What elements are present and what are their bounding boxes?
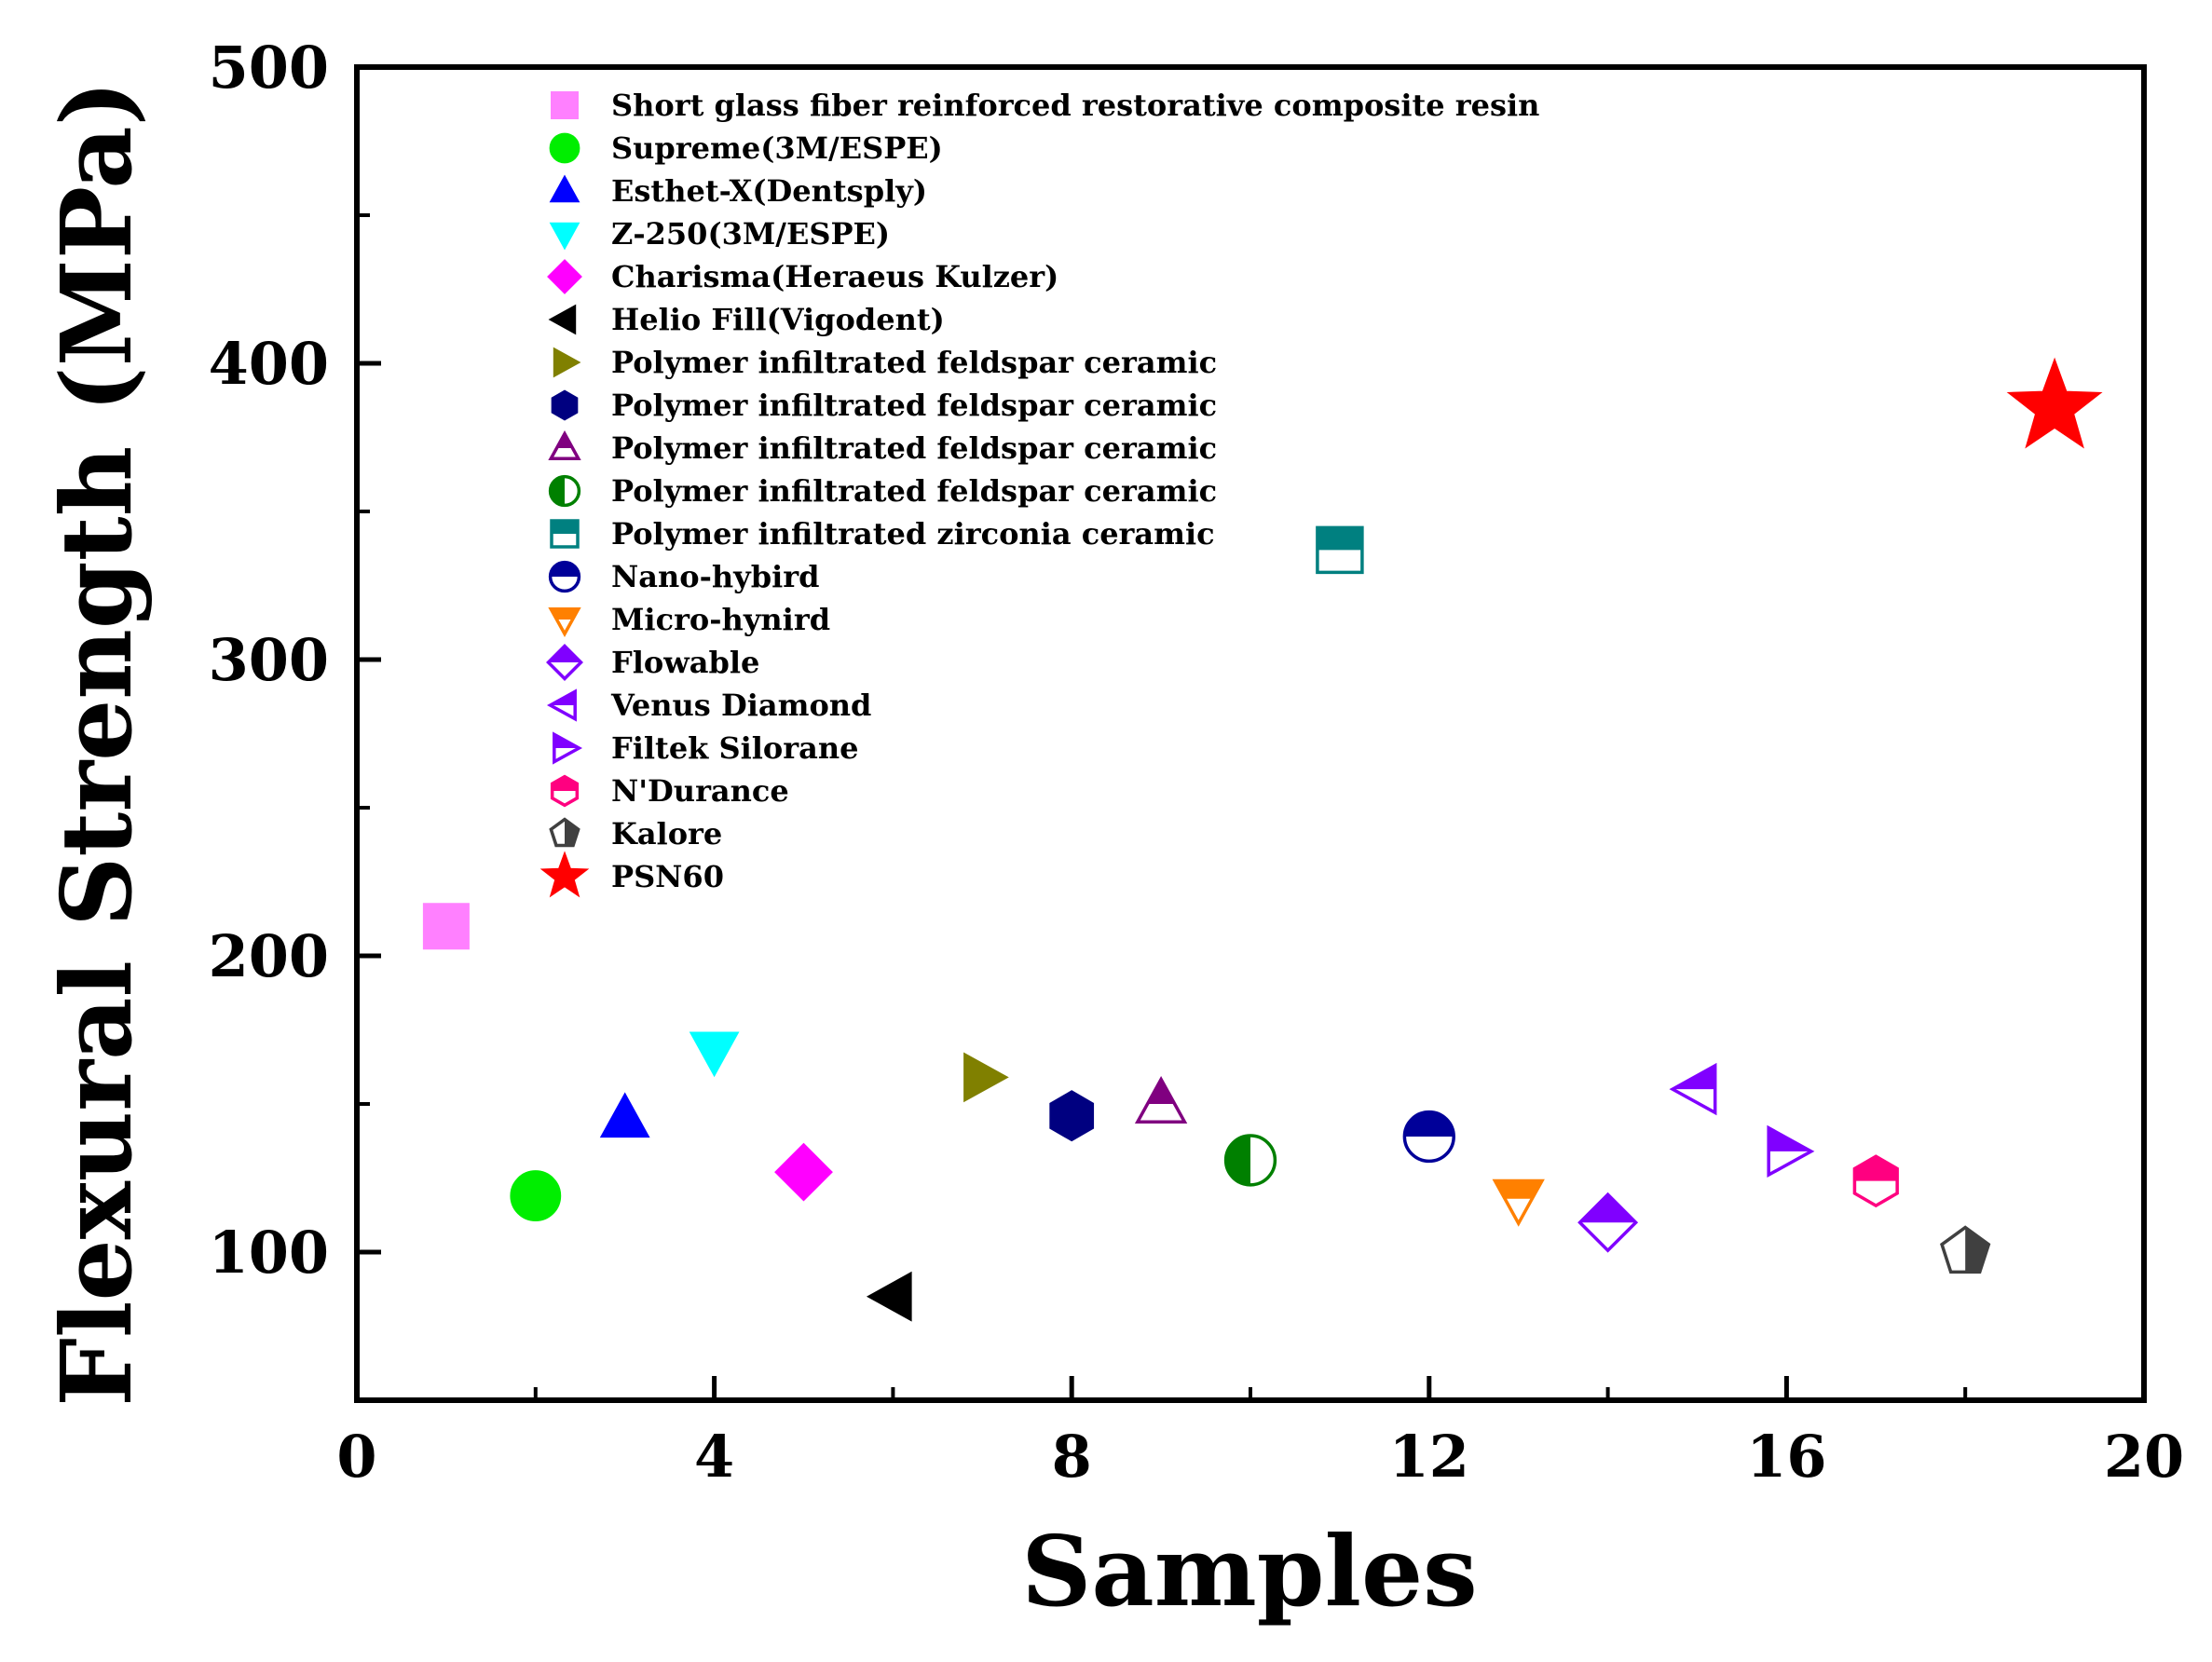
legend-marker-18: [549, 817, 580, 848]
legend-label-15: Venus Diamond: [610, 688, 871, 723]
y-tick-label: 100: [209, 1219, 329, 1287]
legend-marker-2: [549, 132, 580, 164]
legend-marker-12: [548, 560, 581, 593]
y-axis-title: Flexural Strength (MPa): [39, 80, 154, 1407]
data-point-15: [1669, 1062, 1717, 1116]
data-point-10: [1223, 1134, 1277, 1187]
legend-marker-10: [548, 474, 581, 508]
legend-marker-1: [551, 91, 579, 119]
data-point-9: [1134, 1075, 1188, 1124]
legend-label-4: Z-250(3M/ESPE): [611, 216, 890, 252]
legend-label-18: Kalore: [611, 816, 722, 851]
legend-label-9: Polymer infiltrated feldspar ceramic: [611, 430, 1217, 466]
data-point-8: [1049, 1090, 1095, 1142]
legend-marker-3: [549, 174, 580, 203]
legend-marker-17: [550, 774, 580, 808]
x-tick-label: 16: [1746, 1423, 1826, 1491]
legend-marker-14: [546, 644, 583, 681]
x-tick-label: 12: [1389, 1423, 1469, 1491]
legend-label-8: Polymer infiltrated feldspar ceramic: [611, 388, 1217, 423]
data-point-2: [510, 1170, 562, 1221]
data-point-14: [1577, 1192, 1639, 1253]
y-tick-label: 200: [209, 922, 329, 990]
legend-marker-8: [551, 389, 579, 421]
data-point-5: [774, 1142, 833, 1202]
legend-label-19: PSN60: [611, 859, 724, 894]
data-point-7: [963, 1052, 1009, 1103]
data-point-13: [1492, 1178, 1545, 1227]
y-tick-label: 500: [209, 34, 329, 102]
data-point-12: [1402, 1110, 1455, 1164]
legend-label-17: N'Durance: [611, 773, 789, 809]
legend-label-7: Polymer infiltrated feldspar ceramic: [611, 345, 1217, 380]
legend-label-5: Charisma(Heraeus Kulzer): [611, 259, 1058, 294]
data-points: [422, 357, 2103, 1322]
data-point-19: [2006, 357, 2103, 449]
legend-marker-13: [548, 607, 581, 638]
legend-marker-6: [548, 304, 577, 335]
legend-label-16: Filtek Silorane: [611, 730, 858, 766]
legend-label-14: Flowable: [611, 645, 759, 680]
legend-label-2: Supreme(3M/ESPE): [611, 130, 943, 166]
axes: 0 4 8 12 16 20 100 200 300 400 500: [209, 34, 2185, 1491]
x-tick-label: 20: [2104, 1423, 2184, 1491]
x-tick-label: 8: [1052, 1423, 1092, 1491]
x-tick-label: 4: [694, 1423, 734, 1491]
data-point-11: [1316, 525, 1364, 575]
legend-marker-16: [553, 731, 583, 765]
data-point-6: [866, 1271, 912, 1322]
legend-marker-15: [546, 688, 577, 722]
legend-label-11: Polymer infiltrated zirconia ceramic: [611, 516, 1215, 552]
legend-label-13: Micro-hynird: [611, 602, 830, 637]
legend-label-12: Nano-hybird: [611, 559, 820, 594]
data-point-4: [689, 1031, 740, 1078]
legend-label-6: Helio Fill(Vigodent): [611, 302, 945, 337]
data-point-18: [1940, 1225, 1991, 1274]
legend-marker-4: [549, 222, 580, 251]
data-point-16: [1767, 1124, 1815, 1178]
legend-marker-9: [548, 429, 581, 460]
y-tick-label: 400: [209, 330, 329, 398]
legend-label-1: Short glass fiber reinforced restorative…: [611, 88, 1539, 123]
legend-marker-19: [539, 851, 590, 898]
legend-marker-7: [553, 347, 581, 378]
data-point-17: [1852, 1154, 1899, 1208]
data-point-3: [599, 1092, 650, 1138]
data-point-1: [422, 903, 470, 950]
y-tick-label: 300: [209, 626, 329, 694]
legend-label-10: Polymer infiltrated feldspar ceramic: [611, 473, 1217, 509]
x-tick-label: 0: [336, 1423, 376, 1491]
legend: Short glass fiber reinforced restorative…: [539, 88, 1539, 898]
legend-marker-5: [547, 259, 582, 294]
legend-label-3: Esthet-X(Dentsply): [611, 173, 927, 209]
legend-marker-11: [550, 519, 580, 549]
x-axis-title: Samples: [1021, 1514, 1477, 1628]
